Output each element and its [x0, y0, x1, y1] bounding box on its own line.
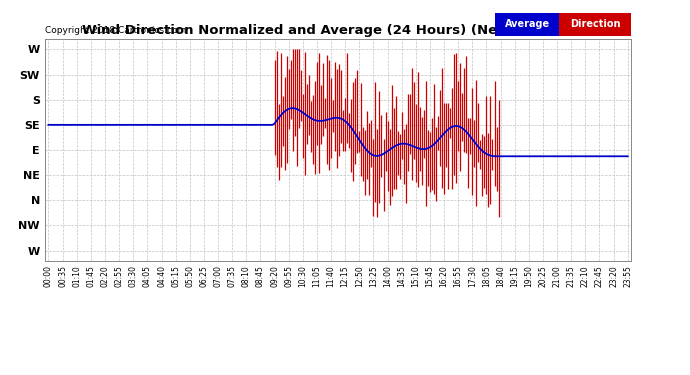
Text: Copyright 2018 Cartronics.com: Copyright 2018 Cartronics.com: [45, 26, 186, 35]
Title: Wind Direction Normalized and Average (24 Hours) (New) 20180915: Wind Direction Normalized and Average (2…: [82, 24, 594, 37]
Text: Average: Average: [504, 20, 550, 29]
Text: Direction: Direction: [570, 20, 620, 29]
